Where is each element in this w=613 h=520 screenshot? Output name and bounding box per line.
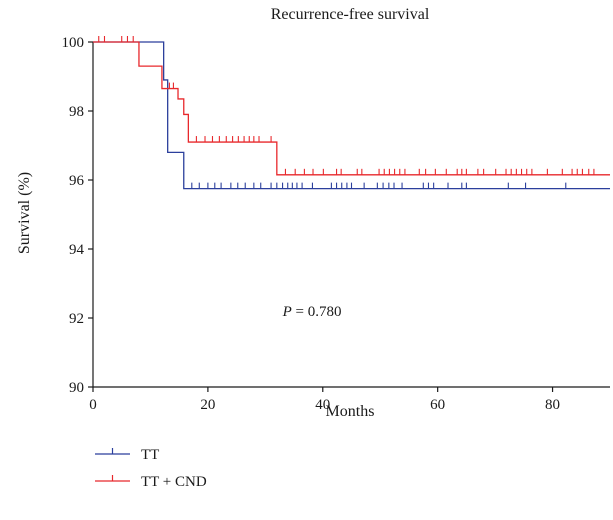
survival-curve — [93, 41, 610, 190]
y-tick-label: 90 — [69, 380, 84, 396]
chart-title: Recurrence-free survival — [271, 6, 430, 23]
y-tick-label: 96 — [69, 173, 85, 189]
series-layer — [93, 36, 610, 190]
p-value-annotation: P = 0.780 — [282, 304, 342, 320]
x-tick-label: 20 — [200, 397, 215, 413]
y-tick-label: 92 — [69, 311, 84, 327]
y-axis-title: Survival (%) — [16, 172, 33, 254]
y-tick-label: 94 — [69, 242, 85, 258]
x-axis-title: Months — [326, 403, 375, 420]
legend-label: TT + CND — [141, 474, 207, 490]
legend-label: TT — [141, 447, 159, 463]
x-tick-label: 80 — [545, 397, 560, 413]
x-tick-label: 60 — [430, 397, 445, 413]
axis-frame — [92, 42, 610, 388]
series-group-0 — [93, 41, 610, 190]
p-value: = 0.780 — [292, 304, 342, 320]
y-tick-label: 100 — [62, 35, 85, 51]
legend-item: TT — [95, 447, 159, 463]
y-tick-label: 98 — [69, 104, 84, 120]
series-group-1 — [93, 36, 610, 176]
axes: 90 92 94 96 98 100 0 20 40 60 80 — [62, 35, 610, 413]
legend: TT TT + CND — [95, 447, 207, 490]
survival-curve — [93, 41, 610, 176]
p-label: P — [282, 304, 292, 320]
x-tick-label: 0 — [89, 397, 97, 413]
x-tick-label: 40 — [315, 397, 330, 413]
legend-item: TT + CND — [95, 474, 207, 490]
